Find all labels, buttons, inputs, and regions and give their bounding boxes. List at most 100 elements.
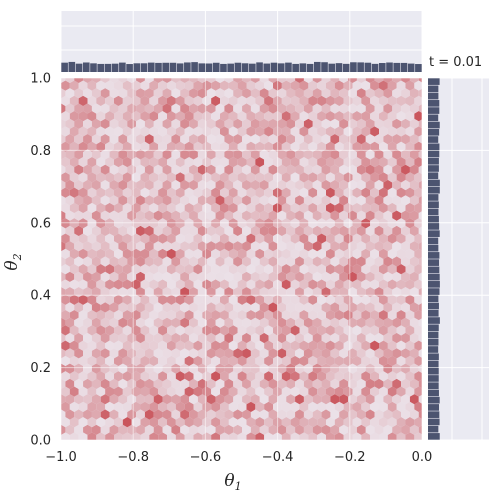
hex-cell — [277, 134, 287, 145]
hex-cell — [295, 302, 304, 313]
hex-cell — [255, 340, 265, 351]
hex-cell — [131, 141, 141, 152]
hex-cell — [131, 340, 141, 351]
hex-cell — [96, 156, 106, 168]
hex-cell — [242, 78, 251, 83]
right-histogram-bar — [428, 121, 440, 129]
hex-cell — [281, 172, 291, 183]
hex-cell — [251, 440, 260, 450]
hex-cell — [317, 355, 326, 367]
hex-cell — [348, 440, 357, 450]
hex-cell — [326, 187, 335, 198]
hex-cell — [127, 210, 137, 221]
hex-cell — [334, 309, 344, 321]
hex-cell — [246, 325, 256, 336]
hex-cell — [224, 363, 234, 374]
hex-cell — [339, 179, 349, 191]
hex-cell — [224, 409, 234, 420]
hex-cell — [171, 164, 181, 175]
hex-cell — [136, 287, 145, 298]
hex-cell — [246, 172, 256, 183]
hex-cell — [127, 179, 137, 191]
right-marginal-axes — [428, 77, 489, 441]
hex-cell — [303, 149, 313, 160]
x-tick-label: −0.8 — [117, 450, 149, 465]
hex-cell — [206, 118, 216, 129]
hex-cell — [122, 325, 132, 336]
hex-cell — [405, 309, 415, 321]
hex-cell — [387, 401, 397, 412]
hex-cell — [144, 317, 154, 328]
hex-cell — [405, 432, 415, 440]
hex-cell — [228, 264, 238, 275]
hex-cell — [313, 440, 322, 450]
hex-cell — [290, 202, 300, 214]
hex-cell — [277, 195, 287, 206]
hex-cell — [220, 248, 229, 259]
hex-cell — [387, 294, 397, 305]
hex-cell — [144, 78, 154, 83]
hex-cell — [100, 271, 110, 282]
hex-cell — [52, 203, 61, 213]
hex-cell — [224, 225, 234, 236]
hex-cell — [167, 111, 176, 122]
right-histogram-bar — [428, 128, 440, 136]
hex-cell — [409, 394, 419, 405]
hex-cell — [197, 287, 207, 298]
hex-cell — [401, 378, 410, 389]
y-axis-label: θ2 — [2, 253, 24, 270]
hex-cell — [153, 210, 163, 221]
hex-cell — [145, 440, 154, 450]
hex-cell — [100, 134, 110, 145]
hex-cell — [370, 432, 379, 440]
hex-cell — [61, 141, 70, 152]
hex-cell — [118, 225, 128, 236]
hex-cell — [418, 226, 422, 236]
hex-cell — [401, 256, 410, 267]
hex-cell — [233, 287, 243, 298]
hex-cell — [167, 309, 176, 321]
right-histogram-bar — [428, 136, 439, 143]
hex-cell — [61, 348, 66, 359]
hex-cell — [250, 424, 260, 435]
hex-cell — [202, 401, 212, 412]
hex-cell — [286, 164, 296, 175]
hex-cell — [171, 195, 181, 206]
hex-cell — [286, 241, 296, 252]
hex-cell — [255, 264, 265, 275]
hex-cell — [52, 264, 61, 274]
hex-cell — [114, 187, 123, 198]
hex-cell — [83, 271, 92, 282]
hex-cell — [334, 233, 344, 244]
hex-cell — [356, 256, 366, 267]
hex-cell — [414, 80, 422, 91]
hex-cell — [198, 440, 207, 450]
hex-cell — [312, 179, 322, 191]
hex-cell — [87, 294, 97, 305]
right-histogram-bar — [428, 309, 439, 317]
hex-cell — [105, 126, 114, 137]
hex-cell — [312, 394, 322, 405]
hex-cell — [330, 271, 340, 282]
hex-cell — [392, 332, 402, 344]
hex-cell — [286, 78, 296, 83]
hex-cell — [167, 248, 176, 259]
hex-cell — [361, 325, 371, 336]
hex-cell — [215, 256, 225, 267]
hex-cell — [352, 264, 362, 275]
hex-cell — [246, 187, 256, 198]
hex-cell — [312, 149, 322, 160]
hex-cell — [189, 134, 198, 145]
hex-cell — [87, 187, 97, 198]
hex-cell — [418, 425, 422, 435]
hex-cell — [184, 371, 194, 382]
hex-cell — [339, 302, 349, 313]
hex-cell — [405, 172, 415, 183]
hex-cell — [326, 401, 335, 412]
top-histogram-bar — [342, 63, 350, 72]
hex-cell — [184, 264, 194, 275]
hex-cell — [365, 210, 375, 221]
hex-cell — [74, 256, 84, 267]
hex-cell — [326, 340, 335, 351]
hex-cell — [78, 95, 88, 106]
